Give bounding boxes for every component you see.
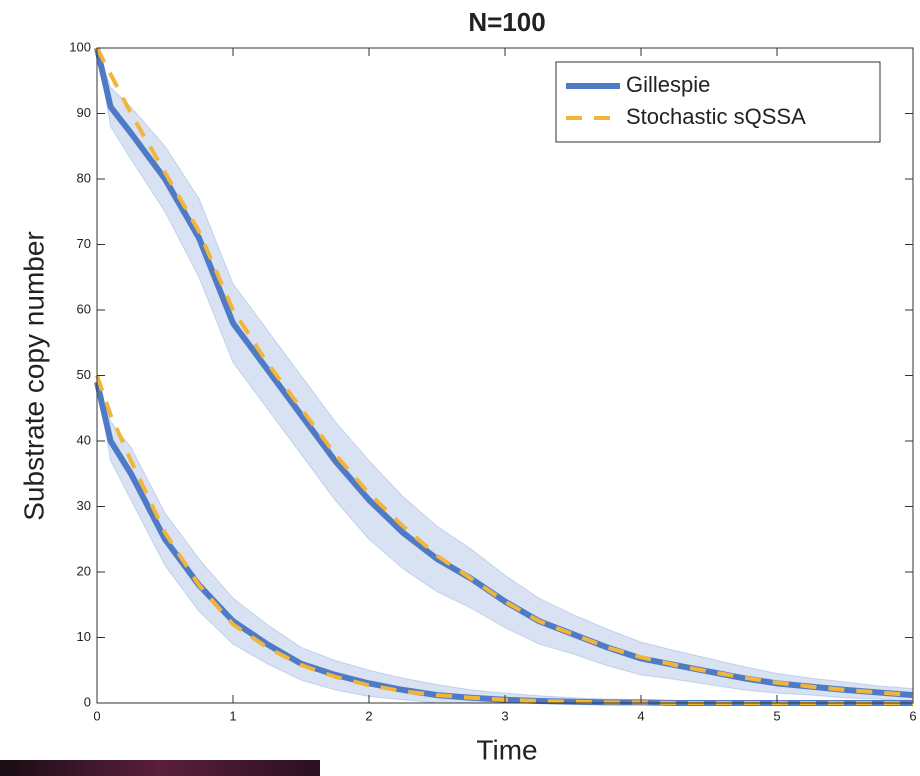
y-tick-label: 60: [77, 301, 91, 316]
legend-label: Stochastic sQSSA: [626, 104, 806, 129]
confidence-band: [96, 381, 914, 704]
y-tick-label: 90: [77, 105, 91, 120]
y-tick-label: 40: [77, 432, 91, 447]
x-tick-label: 0: [93, 708, 100, 723]
x-tick-label: 3: [501, 708, 508, 723]
y-axis-label: Substrate copy number: [18, 231, 49, 521]
x-tick-label: 1: [229, 708, 236, 723]
background-image-fragment: [0, 760, 320, 776]
line: [95, 374, 913, 705]
x-tick-label: 4: [637, 708, 644, 723]
line: [95, 47, 914, 698]
legend-box: [555, 61, 881, 143]
legend-label: Gillespie: [626, 72, 710, 97]
y-tick-label: 0: [84, 694, 91, 709]
y-tick-label: 50: [77, 367, 91, 382]
y-tick-label: 70: [77, 236, 91, 251]
x-axis-label: Time: [476, 734, 537, 765]
chart-title: N=100: [468, 7, 545, 37]
y-tick-label: 10: [77, 629, 91, 644]
x-tick-label: 5: [773, 708, 780, 723]
x-tick-label: 2: [365, 708, 372, 723]
y-tick-label: 20: [77, 563, 91, 578]
x-tick-label: 6: [909, 708, 916, 723]
line: [94, 381, 913, 706]
y-tick-label: 30: [77, 498, 91, 513]
y-tick-label: 100: [69, 39, 91, 54]
y-tick-label: 80: [77, 170, 91, 185]
plot-area: 0 1 2 3 4 5 60102030405060708090100GillespieSt…: [69, 39, 916, 723]
